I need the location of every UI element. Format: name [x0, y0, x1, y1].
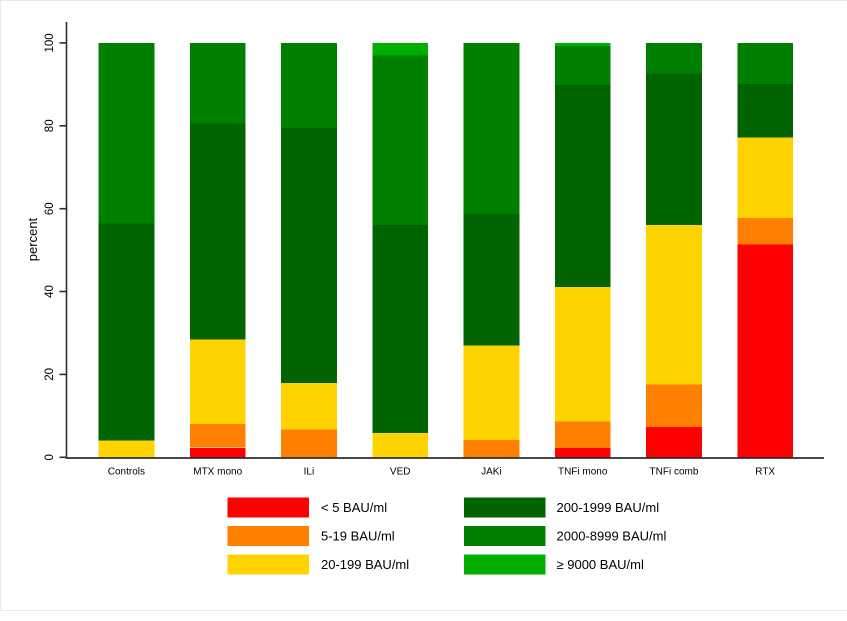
svg-text:MTX mono: MTX mono [193, 467, 242, 478]
svg-text:40: 40 [44, 285, 56, 298]
svg-text:60: 60 [44, 202, 56, 215]
svg-text:0: 0 [44, 454, 56, 460]
svg-text:JAKi: JAKi [481, 467, 502, 478]
svg-text:≥ 9000 BAU/ml: ≥ 9000 BAU/ml [557, 557, 644, 572]
svg-text:TNFi comb: TNFi comb [650, 467, 699, 478]
svg-text:100: 100 [44, 33, 56, 52]
svg-text:TNFi mono: TNFi mono [558, 467, 608, 478]
svg-text:VED: VED [390, 467, 411, 478]
svg-text:20-199 BAU/ml: 20-199 BAU/ml [321, 557, 409, 572]
svg-text:< 5 BAU/ml: < 5 BAU/ml [321, 500, 387, 515]
svg-text:ILi: ILi [304, 467, 315, 478]
svg-text:20: 20 [44, 368, 56, 381]
svg-text:80: 80 [44, 119, 56, 132]
svg-text:2000-8999 BAU/ml: 2000-8999 BAU/ml [557, 529, 667, 544]
svg-text:200-1999 BAU/ml: 200-1999 BAU/ml [557, 500, 660, 515]
svg-text:RTX: RTX [755, 467, 775, 478]
svg-text:percent: percent [25, 217, 40, 261]
svg-text:5-19 BAU/ml: 5-19 BAU/ml [321, 529, 395, 544]
svg-text:Controls: Controls [108, 467, 145, 478]
